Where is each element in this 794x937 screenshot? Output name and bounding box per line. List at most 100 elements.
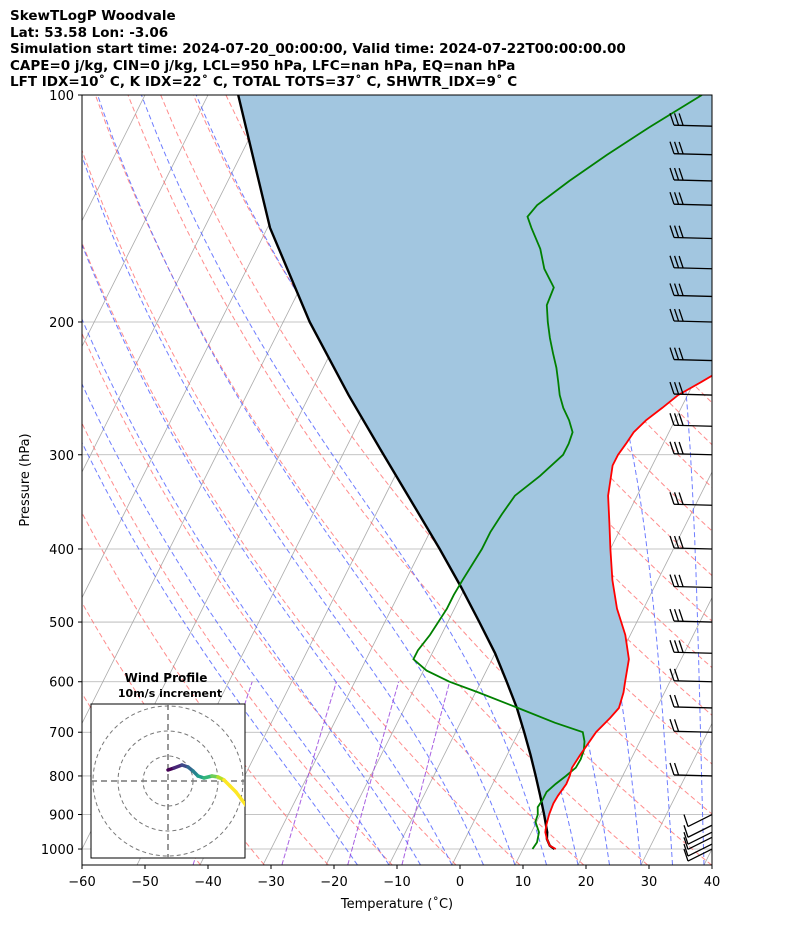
y-axis-label: Pressure (hPa) [18,433,33,526]
y-tick-label: 500 [49,616,74,631]
wind-barb [669,441,713,456]
barb-flag [683,832,689,845]
barb-staff [673,236,713,240]
barb-flag [678,413,684,426]
barb-flag [669,113,675,126]
barb-flag [673,694,680,708]
x-tick-label: −10 [383,875,410,890]
wind-barb [669,668,713,683]
barb-staff [673,320,713,323]
y-tick-label: 200 [49,316,74,331]
wind-barb [669,640,713,654]
wind-barb [683,836,713,850]
isotherm-line [82,95,83,96]
isotherm-line [640,722,712,865]
wind-barb [669,283,713,298]
x-tick-label: 10 [515,875,532,890]
barb-flag [669,141,675,154]
barb-staff [673,203,713,206]
barb-flag [673,719,680,732]
moist-adiabat-line [82,382,390,865]
dry-adiabat-line [82,511,329,865]
barb-flag [678,309,684,322]
wind-barb [669,719,713,733]
barb-flag [669,167,675,181]
barb-flag [678,382,684,395]
barb-flag [683,814,689,827]
dry-adiabat-line [94,95,649,865]
barb-staff [673,730,713,733]
barb-flag [669,225,675,238]
barb-flag [683,848,689,862]
barb-flag [683,837,689,850]
dry-adiabat-line [82,332,457,865]
barb-flag [673,668,680,682]
dewpoint-line [412,95,703,850]
wind-barb [669,694,713,709]
location-line: Lat: 53.58 Lon: -3.06 [10,24,169,41]
barb-flag [669,191,675,205]
wind-profile-inset: Wind Profile 10m/s increment [90,671,246,859]
barb-staff [673,267,713,270]
barb-flag [673,608,680,622]
y-tick-label: 400 [49,543,74,558]
barb-staff [673,547,713,550]
wind-barb [669,191,713,206]
moist-adiabat-line [624,95,705,865]
barb-flag [678,441,684,455]
barb-flag [669,308,675,322]
barb-staff [687,848,713,862]
dry-adiabat-line [127,95,712,865]
wind-barb [669,308,713,323]
barb-staff [673,424,713,427]
barb-staff [673,706,713,709]
isotherm-line [0,95,19,865]
barb-staff [673,393,713,396]
barb-flag [669,347,675,360]
barb-staff [673,453,713,456]
wind-barb [683,813,713,828]
barb-flag [678,609,684,622]
barb-staff [673,585,713,589]
wind-barb [669,381,713,396]
wind-barb [669,167,713,182]
barb-flag [669,283,675,296]
barb-flag [673,640,680,653]
barb-flag [669,694,675,708]
wind-barb [683,843,713,857]
x-tick-label: −20 [320,875,347,890]
hodograph-ring [117,730,219,832]
mixing-ratio-line [401,681,451,865]
chart-title: SkewTLogP Woodvale [10,8,176,24]
x-tick-label: 30 [641,875,658,890]
isotherm-line [577,596,712,865]
wind-barb [669,762,713,777]
barb-staff [687,836,713,850]
barb-staff [673,179,713,182]
barb-flag [673,255,680,269]
barb-flag [669,535,675,549]
barb-flag [669,719,675,732]
wind-barb [669,574,713,589]
indices-line-2: LFT IDX=10˚ C, K IDX=22˚ C, TOTAL TOTS=3… [10,74,518,90]
barb-flag [669,762,675,776]
axes: −60 −50 −40 −30 −20 −10 0 10 20 30 40 100 200 300 400 5… [41,89,720,890]
wind-barb [683,824,713,838]
barb-staff [673,774,713,777]
barb-staff [687,813,713,828]
barb-flag [678,536,684,549]
wind-barb [669,113,713,127]
barb-flag [678,492,684,505]
y-tick-label: 1000 [41,843,74,858]
barb-flag [678,574,684,587]
barb-flag [669,441,675,454]
y-tick-label: 800 [49,770,74,785]
barb-flag [673,413,680,426]
moist-adiabat-line [97,95,516,865]
barb-flag [673,308,680,322]
data-series [237,95,712,850]
moist-adiabat-line [140,95,547,865]
barb-flag [673,492,680,505]
x-tick-label: −40 [194,875,221,890]
